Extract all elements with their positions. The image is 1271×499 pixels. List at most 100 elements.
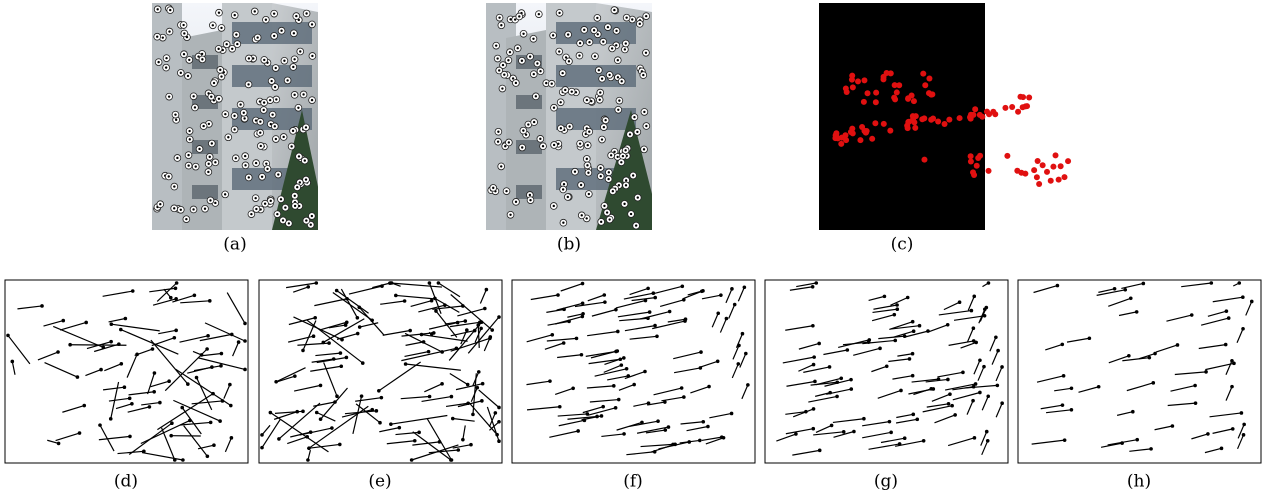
keypoint-center [275, 98, 277, 100]
keypoint-center [266, 168, 268, 170]
flow-end [175, 281, 179, 285]
keypoint-center [159, 203, 161, 205]
flow-end [842, 430, 846, 434]
keypoint-center [305, 12, 307, 14]
flow-end [852, 430, 856, 434]
keypoint-center [212, 24, 214, 26]
flow-end [1204, 370, 1208, 374]
flow-end [903, 436, 907, 440]
flow-end [862, 417, 866, 421]
flow-end [315, 411, 319, 415]
red-point [979, 114, 985, 120]
keypoint-center [219, 69, 221, 71]
flow-end [926, 329, 930, 333]
keypoint-center [284, 206, 286, 208]
flow-end [1131, 410, 1135, 414]
flow-end [601, 405, 605, 409]
red-point [935, 118, 941, 124]
keypoint-center [183, 32, 185, 34]
flow-end [953, 413, 957, 417]
flow-end [581, 282, 585, 286]
flow-end [614, 350, 618, 354]
keypoint-center [616, 156, 618, 158]
flow-end [438, 440, 442, 444]
keypoint-center [235, 33, 237, 35]
flow-end [550, 333, 554, 337]
flow-end [972, 295, 976, 299]
keypoint-center [173, 185, 175, 187]
keypoint-center [645, 125, 647, 127]
keypoint-center [561, 72, 563, 74]
flow-end [469, 443, 473, 447]
keypoint-center [305, 178, 307, 180]
keypoint-center [288, 222, 290, 224]
flow-end [306, 458, 310, 462]
flow-end [656, 419, 660, 423]
keypoint-center [189, 138, 191, 140]
flow-end [230, 333, 234, 337]
red-point [843, 85, 849, 91]
keypoint-center [552, 34, 554, 36]
keypoint-center [567, 33, 569, 35]
flow-end [173, 336, 177, 340]
keypoint-center [169, 9, 171, 11]
flow-end [716, 359, 720, 363]
flow-end [1135, 310, 1139, 314]
keypoint-center [194, 106, 196, 108]
flow-end [158, 401, 162, 405]
keypoint-center [631, 18, 633, 20]
keypoint-center [612, 190, 614, 192]
keypoint-center [292, 130, 294, 132]
keypoint-center [553, 205, 555, 207]
caption: (c) [891, 235, 914, 255]
flow-end [1151, 381, 1155, 385]
flow-end [996, 384, 1000, 388]
keypoint-center [274, 86, 276, 88]
flow-end [620, 363, 624, 367]
keypoint-center [508, 141, 510, 143]
flow-end [895, 307, 899, 311]
keypoint-center [201, 58, 203, 60]
flow-end [319, 384, 323, 388]
flow-end [1171, 424, 1175, 428]
flow-end [293, 374, 297, 378]
flow-end [888, 420, 892, 424]
flow-end [618, 357, 622, 361]
flow-end [581, 312, 585, 316]
red-point [920, 71, 926, 77]
keypoint-center [529, 194, 531, 196]
flow-end [456, 321, 460, 325]
keypoint-center [625, 179, 627, 181]
keypoint-center [588, 193, 590, 195]
flow-end [828, 365, 832, 369]
flow-end [186, 382, 190, 386]
flow-end [463, 319, 467, 323]
red-point [892, 96, 898, 102]
keypoint-center [532, 38, 534, 40]
keypoint-center [192, 95, 194, 97]
flow-end [648, 310, 652, 314]
flow-end [911, 374, 915, 378]
flow-end [306, 285, 310, 289]
flow-end [82, 404, 86, 408]
flow-end [243, 322, 247, 326]
keypoint-center [615, 44, 617, 46]
flow-end [208, 299, 212, 303]
red-point [861, 99, 867, 105]
keypoint-center [162, 36, 164, 38]
red-point [855, 78, 861, 84]
flow-end [188, 419, 192, 423]
keypoint-center [562, 188, 564, 190]
keypoint-center [606, 211, 608, 213]
flow-end [170, 421, 174, 425]
flow-end [358, 325, 362, 329]
red-point [869, 136, 875, 142]
red-point [887, 128, 893, 134]
keypoint-center [580, 184, 582, 186]
flow-end [420, 333, 424, 337]
keypoint-center [187, 75, 189, 77]
flow-end [333, 400, 337, 404]
keypoint-center [202, 125, 204, 127]
keypoint-center [227, 136, 229, 138]
flow-end [440, 382, 444, 386]
